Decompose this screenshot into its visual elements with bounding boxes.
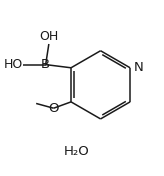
Text: H₂O: H₂O	[64, 145, 90, 158]
Text: N: N	[134, 61, 144, 74]
Text: HO: HO	[3, 58, 23, 71]
Text: OH: OH	[39, 30, 58, 43]
Text: B: B	[41, 58, 50, 71]
Text: O: O	[48, 102, 59, 115]
